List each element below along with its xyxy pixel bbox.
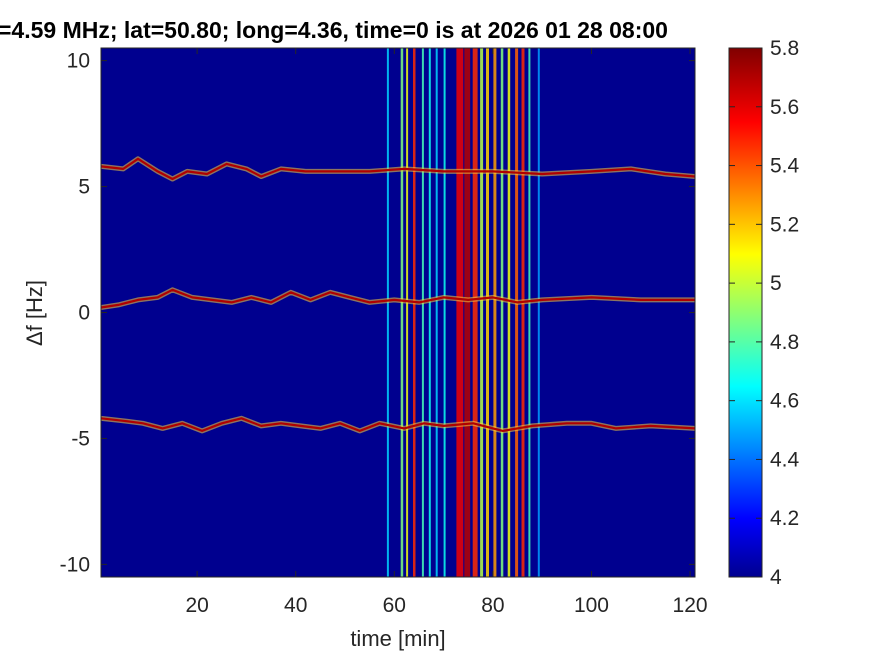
interference-band-14 bbox=[500, 48, 504, 577]
interference-band-4 bbox=[421, 48, 424, 577]
chart-title: =4.59 MHz; lat=50.80; long=4.36, time=0 … bbox=[0, 17, 668, 43]
interference-band-16 bbox=[515, 48, 519, 577]
y-axis-label: Δf [Hz] bbox=[22, 280, 47, 346]
interference-band-19 bbox=[537, 48, 540, 577]
y-tick-label-10: 10 bbox=[67, 50, 90, 73]
interference-band-6 bbox=[435, 48, 438, 577]
colorbar-tick-label-5.8: 5.8 bbox=[770, 37, 799, 60]
x-tick-label-60: 60 bbox=[383, 594, 406, 617]
interference-band-7 bbox=[443, 48, 446, 577]
colorbar-tick-label-4: 4 bbox=[770, 566, 782, 589]
x-axis-label: time [min] bbox=[350, 626, 445, 651]
interference-band-18 bbox=[528, 48, 531, 577]
interference-band-15 bbox=[507, 48, 511, 577]
colorbar-ticks: 5.8 5.6 5.4 5.2 5 4.8 4.6 4.4 4.2 4 bbox=[729, 37, 800, 589]
x-tick-label-40: 40 bbox=[284, 594, 307, 617]
colorbar-tick-label-5.6: 5.6 bbox=[770, 96, 799, 119]
interference-band-13 bbox=[493, 48, 497, 577]
y-axis-ticks: 10 5 0 -5 -10 bbox=[60, 50, 695, 576]
interference-band-8 bbox=[456, 48, 464, 577]
x-axis-ticks: 20 40 60 80 100 120 bbox=[185, 48, 708, 617]
colorbar-tick-label-4.6: 4.6 bbox=[770, 390, 799, 413]
colorbar-tick-label-5.2: 5.2 bbox=[770, 213, 799, 236]
colorbar-tick-label-5.4: 5.4 bbox=[770, 155, 800, 178]
interference-band-10 bbox=[472, 48, 478, 577]
heatmap-layer bbox=[101, 48, 695, 577]
colorbar bbox=[728, 47, 763, 578]
interference-band-3 bbox=[413, 48, 416, 577]
trace-middle bbox=[101, 288, 695, 309]
colorbar-tick-label-4.8: 4.8 bbox=[770, 331, 799, 354]
y-tick-label-5: 5 bbox=[78, 176, 90, 199]
plot-area bbox=[101, 48, 695, 577]
colorbar-tick-label-5: 5 bbox=[770, 272, 782, 295]
interference-band-5 bbox=[428, 48, 431, 577]
trace-lower bbox=[101, 417, 695, 432]
interference-band-17 bbox=[521, 48, 525, 577]
interference-band-0 bbox=[386, 48, 389, 577]
x-tick-label-100: 100 bbox=[574, 594, 609, 617]
y-tick-label--10: -10 bbox=[60, 553, 90, 576]
interference-band-11 bbox=[480, 48, 484, 577]
interference-band-1 bbox=[400, 48, 404, 577]
interference-band-9 bbox=[464, 48, 471, 577]
interference-band-12 bbox=[486, 48, 489, 577]
colorbar-tick-label-4.4: 4.4 bbox=[770, 448, 800, 471]
interference-band-2 bbox=[406, 48, 409, 577]
x-tick-label-120: 120 bbox=[673, 594, 708, 617]
y-tick-label--5: -5 bbox=[71, 427, 90, 450]
x-tick-label-20: 20 bbox=[185, 594, 208, 617]
x-tick-label-80: 80 bbox=[481, 594, 504, 617]
colorbar-tick-label-4.2: 4.2 bbox=[770, 507, 799, 530]
trace-upper bbox=[101, 157, 695, 181]
y-tick-label-0: 0 bbox=[78, 302, 90, 325]
